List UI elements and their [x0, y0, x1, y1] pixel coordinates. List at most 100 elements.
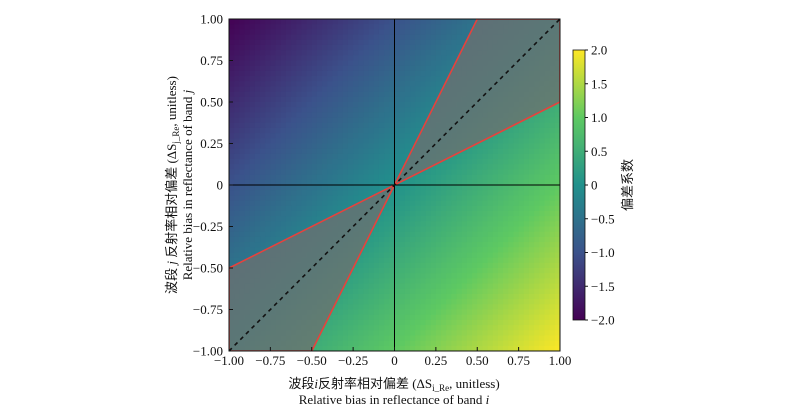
heatmap-cell — [404, 236, 411, 243]
heatmap-cell — [327, 164, 334, 171]
heatmap-cell — [260, 55, 266, 62]
heatmap-cell — [363, 190, 370, 196]
heatmap-cell — [322, 200, 328, 207]
heatmap-cell — [275, 200, 282, 207]
heatmap-cell — [477, 231, 484, 238]
heatmap-cell — [285, 70, 292, 77]
heatmap-cell — [322, 117, 328, 124]
heatmap-cell — [229, 112, 235, 119]
heatmap-cell — [461, 314, 468, 321]
heatmap-cell — [456, 278, 463, 285]
heatmap-cell — [327, 86, 334, 93]
heatmap-cell — [425, 247, 432, 254]
heatmap-cell — [363, 278, 370, 285]
heatmap-cell — [404, 34, 411, 41]
heatmap-cell — [260, 242, 266, 248]
heatmap-cell — [466, 19, 473, 25]
heatmap-cell — [518, 148, 525, 155]
heatmap-cell — [389, 148, 396, 155]
heatmap-cell — [441, 252, 447, 259]
heatmap-cell — [306, 179, 313, 186]
heatmap-cell — [373, 65, 380, 72]
heatmap-cell — [353, 76, 359, 82]
heatmap-cell — [280, 159, 287, 165]
heatmap-cell — [234, 148, 240, 155]
heatmap-cell — [399, 76, 406, 82]
heatmap-cell — [265, 81, 271, 88]
heatmap-cell — [337, 60, 344, 67]
heatmap-cell — [249, 19, 256, 25]
heatmap-cell — [415, 345, 421, 351]
heatmap-cell — [363, 268, 370, 274]
heatmap-cell — [425, 345, 432, 351]
heatmap-cell — [399, 236, 406, 243]
heatmap-cell — [508, 190, 515, 196]
heatmap-cell — [487, 273, 494, 279]
heatmap-cell — [296, 169, 302, 176]
heatmap-cell — [311, 185, 318, 191]
heatmap-cell — [249, 50, 256, 56]
heatmap-cell — [363, 330, 370, 337]
heatmap-cell — [229, 39, 235, 46]
heatmap-cell — [270, 29, 277, 36]
heatmap-cell — [477, 190, 484, 196]
heatmap-cell — [316, 190, 323, 196]
heatmap-cell — [497, 174, 504, 181]
heatmap-cell — [435, 44, 442, 51]
heatmap-cell — [415, 340, 421, 347]
heatmap-cell — [415, 205, 421, 212]
heatmap-cell — [229, 81, 235, 88]
heatmap-cell — [503, 330, 509, 337]
heatmap-cell — [503, 309, 509, 316]
heatmap-cell — [523, 179, 530, 186]
heatmap-cell — [482, 205, 489, 212]
heatmap-cell — [549, 278, 556, 285]
heatmap-cell — [534, 221, 540, 228]
heatmap-cell — [472, 148, 478, 155]
heatmap-cell — [234, 60, 240, 67]
heatmap-cell — [461, 231, 468, 238]
heatmap-cell — [244, 34, 251, 41]
heatmap-cell — [441, 185, 447, 191]
heatmap-cell — [513, 257, 520, 264]
heatmap-cell — [280, 174, 287, 181]
heatmap-cell — [378, 81, 385, 88]
heatmap-cell — [415, 39, 421, 46]
heatmap-cell — [430, 24, 437, 30]
heatmap-cell — [415, 179, 421, 186]
heatmap-cell — [275, 185, 282, 191]
heatmap-cell — [301, 60, 308, 67]
heatmap-cell — [358, 60, 365, 67]
heatmap-cell — [508, 148, 515, 155]
heatmap-cell — [554, 314, 560, 321]
heatmap-cell — [472, 159, 478, 165]
heatmap-cell — [523, 242, 530, 248]
heatmap-cell — [539, 299, 546, 305]
heatmap-cell — [311, 205, 318, 212]
heatmap-cell — [389, 34, 396, 41]
heatmap-cell — [275, 236, 282, 243]
heatmap-cell — [410, 216, 416, 222]
heatmap-cell — [368, 278, 375, 285]
heatmap-cell — [327, 44, 334, 51]
heatmap-cell — [316, 138, 323, 145]
heatmap-cell — [368, 91, 375, 98]
heatmap-cell — [549, 309, 556, 316]
heatmap-cell — [332, 34, 339, 41]
heatmap-cell — [446, 200, 452, 207]
heatmap-cell — [389, 86, 396, 93]
heatmap-cell — [368, 169, 375, 176]
heatmap-cell — [394, 252, 401, 259]
heatmap-cell — [399, 153, 406, 160]
heatmap-cell — [358, 262, 365, 269]
heatmap-cell — [229, 55, 235, 62]
heatmap-cell — [456, 185, 463, 191]
heatmap-cell — [275, 179, 282, 186]
heatmap-cell — [539, 159, 546, 165]
heatmap-cell — [389, 96, 396, 103]
heatmap-cell — [497, 200, 504, 207]
heatmap-cell — [296, 143, 302, 150]
heatmap-cell — [528, 340, 535, 347]
heatmap-cell — [399, 226, 406, 233]
heatmap-cell — [466, 179, 473, 186]
